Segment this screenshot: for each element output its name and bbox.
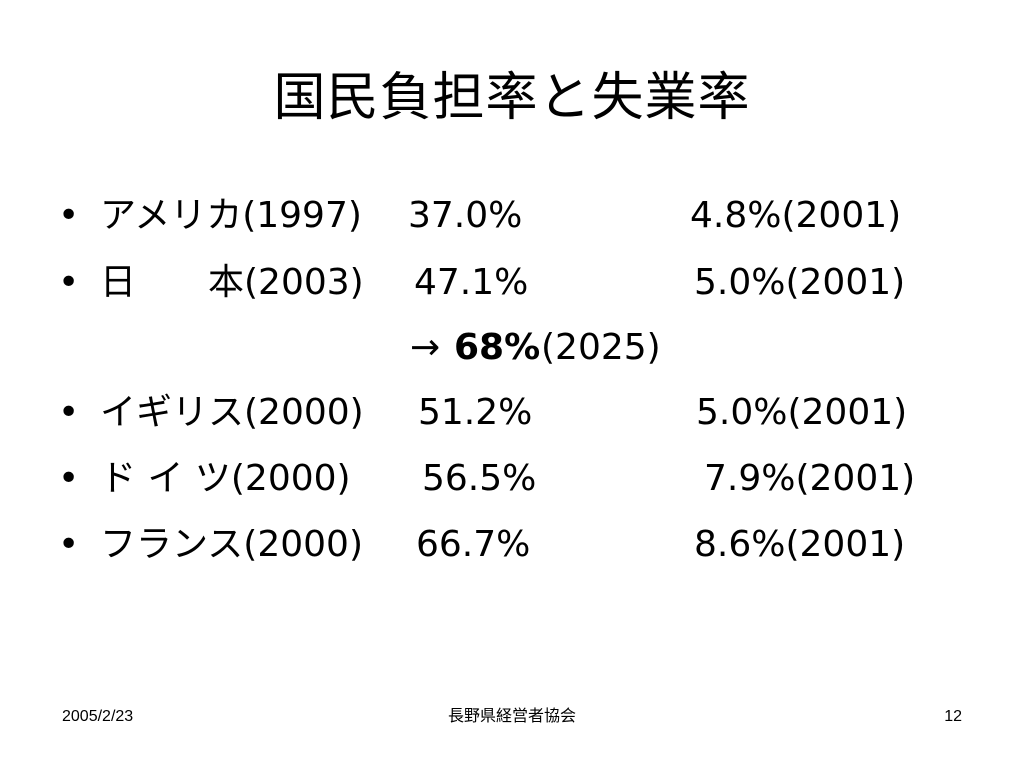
- japan-projection: → 68% (2025): [0, 320, 1024, 376]
- burden-rate: 51.2%: [418, 392, 533, 433]
- footer-organization: 長野県経営者協会: [447, 708, 576, 725]
- bullet-icon: •: [58, 458, 80, 499]
- footer-page-number: 12: [944, 708, 962, 725]
- country-label: 日 本(2003): [100, 262, 364, 303]
- arrow-icon: →: [410, 327, 441, 368]
- list-item-france: • フランス(2000) 66.7% 8.6%(2001): [0, 517, 1024, 573]
- country-label: アメリカ(1997): [100, 195, 362, 236]
- unemployment-rate: 4.8%(2001): [690, 195, 902, 236]
- bullet-icon: •: [58, 392, 80, 433]
- burden-rate: 56.5%: [422, 458, 537, 499]
- unemployment-rate: 7.9%(2001): [704, 458, 916, 499]
- unemployment-rate: 5.0%(2001): [694, 262, 906, 303]
- country-label: ド イ ツ(2000): [100, 458, 351, 499]
- burden-rate: 66.7%: [416, 524, 531, 565]
- unemployment-rate: 8.6%(2001): [694, 524, 906, 565]
- list-item-germany: • ド イ ツ(2000) 56.5% 7.9%(2001): [0, 451, 1024, 507]
- burden-rate: 47.1%: [414, 262, 529, 303]
- burden-rate: 37.0%: [408, 195, 523, 236]
- list-item-usa: • アメリカ(1997) 37.0% 4.8%(2001): [0, 188, 1024, 244]
- country-label: フランス(2000): [100, 524, 363, 565]
- bullet-icon: •: [58, 195, 80, 236]
- footer-date: 2005/2/23: [62, 708, 134, 725]
- list-item-japan: • 日 本(2003) 47.1% 5.0%(2001): [0, 255, 1024, 311]
- list-item-uk: • イギリス(2000) 51.2% 5.0%(2001): [0, 385, 1024, 441]
- slide-title: 国民負担率と失業率: [273, 68, 751, 128]
- bullet-icon: •: [58, 262, 80, 303]
- projection-year: (2025): [541, 327, 661, 368]
- unemployment-rate: 5.0%(2001): [696, 392, 908, 433]
- country-label: イギリス(2000): [100, 392, 364, 433]
- projection-value: 68%: [454, 327, 541, 368]
- bullet-icon: •: [58, 524, 80, 565]
